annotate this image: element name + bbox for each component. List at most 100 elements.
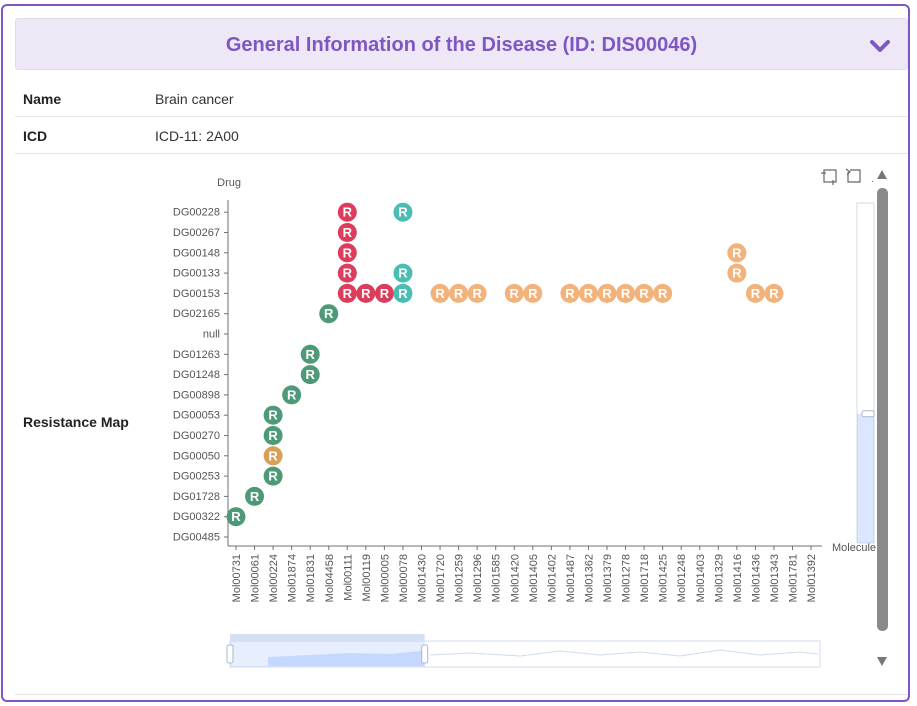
data-point-marker[interactable] <box>578 283 598 303</box>
data-point-marker[interactable] <box>337 283 357 303</box>
scroll-up-icon[interactable] <box>877 170 887 179</box>
data-point-marker[interactable] <box>467 283 487 303</box>
data-zoom-icon[interactable] <box>821 169 837 185</box>
y-tick-label: DG00153 <box>173 288 220 300</box>
data-point-marker[interactable] <box>727 243 747 263</box>
chart-scrollbar[interactable] <box>877 170 888 666</box>
y-tick-label: DG00053 <box>173 410 220 422</box>
data-point-marker[interactable] <box>597 283 617 303</box>
data-point[interactable]: R <box>634 283 654 303</box>
data-point-marker[interactable] <box>263 446 283 466</box>
data-point[interactable]: R <box>263 466 283 486</box>
data-point-marker[interactable] <box>430 283 450 303</box>
data-point[interactable]: R <box>282 385 302 405</box>
data-point[interactable]: R <box>245 486 265 506</box>
data-point[interactable]: R <box>745 283 765 303</box>
data-point[interactable]: R <box>393 263 413 283</box>
data-point[interactable]: R <box>727 263 747 283</box>
chevron-down-icon[interactable] <box>869 38 891 54</box>
data-point-marker[interactable] <box>300 344 320 364</box>
data-point[interactable]: R <box>578 283 598 303</box>
data-point-marker[interactable] <box>616 283 636 303</box>
y-datazoom-track[interactable] <box>856 202 875 544</box>
data-point[interactable]: R <box>300 344 320 364</box>
data-point[interactable]: R <box>263 426 283 445</box>
x-tick-label: Mol01585 <box>491 554 503 602</box>
data-point[interactable]: R <box>374 283 394 303</box>
data-point[interactable]: R <box>560 283 580 303</box>
data-point-marker[interactable] <box>356 283 376 303</box>
data-point-marker[interactable] <box>727 263 747 283</box>
data-point-label: R <box>268 408 278 423</box>
data-point[interactable]: R <box>616 283 636 303</box>
data-point-marker[interactable] <box>263 405 283 425</box>
data-point-marker[interactable] <box>245 486 265 506</box>
y-tick-label: DG00050 <box>173 450 220 462</box>
data-point[interactable]: R <box>727 243 747 263</box>
y-datazoom-handle[interactable] <box>861 410 875 418</box>
data-point-marker[interactable] <box>393 283 413 303</box>
data-point[interactable]: R <box>449 283 469 303</box>
data-point-marker[interactable] <box>226 507 246 527</box>
scroll-thumb[interactable] <box>877 188 888 631</box>
data-point-marker[interactable] <box>560 283 580 303</box>
zoom-reset-icon[interactable] <box>845 168 861 183</box>
data-point[interactable]: R <box>523 283 543 303</box>
data-point[interactable]: R <box>337 202 357 222</box>
data-point[interactable]: R <box>263 446 283 466</box>
data-point[interactable]: R <box>337 263 357 283</box>
scroll-down-icon[interactable] <box>877 657 887 666</box>
panel-header[interactable]: General Information of the Disease (ID: … <box>15 18 908 70</box>
data-point-marker[interactable] <box>337 263 357 283</box>
y-tick-label: DG00267 <box>173 227 220 239</box>
x-datazoom-window[interactable] <box>230 641 425 667</box>
data-point-marker[interactable] <box>319 304 339 324</box>
data-point[interactable]: R <box>356 283 376 303</box>
x-datazoom-handle-left[interactable] <box>226 644 234 664</box>
data-point-marker[interactable] <box>634 283 654 303</box>
data-point[interactable]: R <box>263 405 283 425</box>
data-point-label: R <box>732 266 742 281</box>
data-point-marker[interactable] <box>337 202 357 222</box>
data-point-marker[interactable] <box>393 202 413 222</box>
data-point[interactable]: R <box>430 283 450 303</box>
y-tick-label: DG00148 <box>173 247 220 259</box>
data-point[interactable]: R <box>393 202 413 222</box>
data-point-marker[interactable] <box>653 283 673 303</box>
data-point-marker[interactable] <box>523 283 543 303</box>
x-datazoom-handle-right[interactable] <box>421 644 429 664</box>
data-point-marker[interactable] <box>764 283 784 303</box>
x-datazoom-sparkline <box>429 649 819 657</box>
data-point[interactable]: R <box>300 365 320 385</box>
data-point-marker[interactable] <box>504 283 524 303</box>
data-point[interactable]: R <box>467 283 487 303</box>
data-point-marker[interactable] <box>745 283 765 303</box>
data-point[interactable]: R <box>653 283 673 303</box>
data-point[interactable]: R <box>504 283 524 303</box>
data-point-marker[interactable] <box>393 263 413 283</box>
data-point[interactable]: R <box>337 243 357 263</box>
data-point-marker[interactable] <box>300 365 320 385</box>
data-point[interactable]: R <box>764 283 784 303</box>
icd-row: ICD ICD-11: 2A00 <box>15 117 908 154</box>
data-point[interactable]: R <box>337 283 357 303</box>
data-point[interactable]: R <box>319 304 339 324</box>
data-point-label: R <box>732 245 742 260</box>
data-point[interactable]: R <box>597 283 617 303</box>
data-point-marker[interactable] <box>263 426 283 445</box>
data-point-label: R <box>398 266 408 281</box>
data-point-marker[interactable] <box>337 223 357 242</box>
x-tick-label: Mol01425 <box>658 554 670 602</box>
data-point[interactable]: R <box>393 283 413 303</box>
data-point-marker[interactable] <box>449 283 469 303</box>
data-point-marker[interactable] <box>337 243 357 263</box>
data-point-marker[interactable] <box>282 385 302 405</box>
y-datazoom-window[interactable] <box>857 413 874 543</box>
data-point[interactable]: R <box>337 223 357 242</box>
data-point-marker[interactable] <box>263 466 283 486</box>
data-point-marker[interactable] <box>374 283 394 303</box>
data-point[interactable]: R <box>226 507 246 527</box>
x-datazoom-bar[interactable] <box>230 634 425 641</box>
x-tick-label: Mol01874 <box>287 554 299 602</box>
